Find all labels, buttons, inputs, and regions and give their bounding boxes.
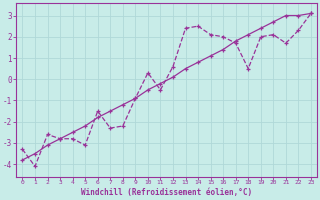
X-axis label: Windchill (Refroidissement éolien,°C): Windchill (Refroidissement éolien,°C) [81, 188, 252, 197]
